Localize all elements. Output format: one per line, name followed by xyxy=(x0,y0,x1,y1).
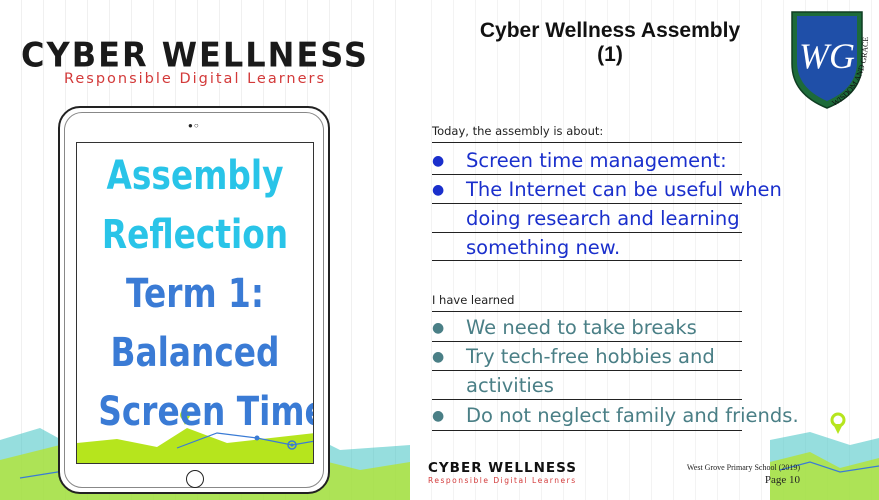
learned-item-2: ● Try tech-free hobbies and xyxy=(432,342,715,372)
wave-decoration-right xyxy=(770,412,879,500)
about-item-2: ● The Internet can be useful when xyxy=(432,175,782,205)
footer-page-number: Page 10 xyxy=(764,474,800,486)
school-crest-logo: WG WISDOM AND GRACE xyxy=(791,11,870,109)
slide-title: Cyber Wellness Assembly (1) xyxy=(420,19,800,67)
bullet-icon: ● xyxy=(432,153,445,169)
learned-item-3: ● Do not neglect family and friends. xyxy=(432,401,799,431)
rule xyxy=(432,430,742,431)
screen-line-term: Term 1: xyxy=(126,271,264,317)
learned-item-2-line-2: activities xyxy=(466,374,554,397)
screen-line-assembly: Assembly xyxy=(106,153,284,199)
about-item-1: ● Screen time management: xyxy=(432,146,727,176)
brand-title: CYBER WELLNESS xyxy=(21,35,369,75)
learned-label: I have learned xyxy=(432,293,515,307)
bullet-icon: ● xyxy=(432,408,445,424)
screen-wave-graphic xyxy=(77,410,313,463)
rule xyxy=(432,203,742,204)
screen-line-reflection: Reflection xyxy=(101,212,289,258)
camera-dots-icon: ●○ xyxy=(188,121,200,130)
screen-line-screen-time: Screen Time xyxy=(98,389,314,435)
brand-subtitle: Responsible Digital Learners xyxy=(63,71,327,87)
tablet-screen: Assembly Reflection Term 1: Balanced Scr… xyxy=(76,142,314,464)
about-item-2-line-3: something new. xyxy=(466,236,621,259)
slide-title-line-1: Cyber Wellness Assembly xyxy=(479,19,741,42)
screen-line-balanced: Balanced xyxy=(110,330,280,376)
footer-brand-subtitle: Responsible Digital Learners xyxy=(428,476,577,485)
footer-school-name: West Grove Primary School (2019) xyxy=(686,463,800,472)
rule xyxy=(432,260,742,261)
footer-brand-title: CYBER WELLNESS xyxy=(428,460,577,476)
about-item-2-line-2: doing research and learning xyxy=(466,207,740,230)
tablet-screen-text: Assembly Reflection Term 1: Balanced Scr… xyxy=(98,147,314,442)
rule xyxy=(432,370,742,371)
rule xyxy=(432,311,742,312)
bullet-icon: ● xyxy=(432,182,445,198)
svg-text:WG: WG xyxy=(799,36,855,76)
left-panel: CYBER WELLNESS Responsible Digital Learn… xyxy=(0,0,410,500)
right-panel: Cyber Wellness Assembly (1) WG WISDOM AN… xyxy=(410,0,879,500)
learned-item-1: ● We need to take breaks xyxy=(432,313,697,343)
rule xyxy=(432,341,742,342)
rule xyxy=(432,232,742,233)
home-button-icon xyxy=(186,470,204,488)
bullet-icon: ● xyxy=(432,349,445,365)
tablet-illustration: ●○ Assembly Reflection Term 1: Balanced … xyxy=(58,106,330,494)
rule xyxy=(432,174,742,175)
about-label: Today, the assembly is about: xyxy=(432,124,604,138)
bullet-icon: ● xyxy=(432,320,445,336)
slide-title-line-2: (1) xyxy=(597,43,623,66)
rule xyxy=(432,399,742,400)
rule xyxy=(432,142,742,143)
